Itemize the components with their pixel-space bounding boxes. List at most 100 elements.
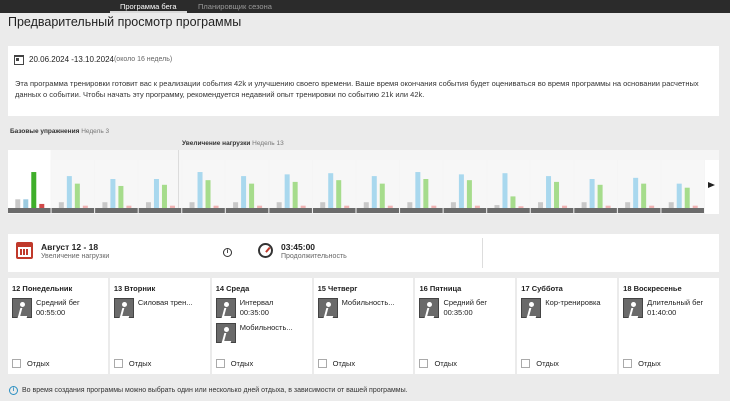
workout-item[interactable]: Силовая трен... <box>113 298 192 318</box>
bar-green <box>31 172 37 208</box>
week-baseline <box>269 208 312 213</box>
workout-name: Средний бег <box>36 298 80 307</box>
runner-icon <box>419 298 440 318</box>
week-group[interactable] <box>312 160 356 208</box>
workout-time: 00:35:00 <box>443 308 473 317</box>
tab-running-program[interactable]: Программа бега <box>110 2 186 13</box>
week-group[interactable] <box>269 160 312 208</box>
bar-gray <box>538 202 544 208</box>
rest-day-option[interactable]: Отдых <box>521 359 559 368</box>
rest-checkbox[interactable] <box>317 359 327 368</box>
bar-pink <box>300 205 306 208</box>
week-group[interactable] <box>487 160 530 208</box>
bar-blue <box>284 174 290 208</box>
rest-checkbox[interactable] <box>12 359 21 368</box>
week-group[interactable] <box>661 160 704 208</box>
bar-pink <box>387 205 393 208</box>
phase-label-base: Базовые упражнения Недель 3 <box>10 128 109 135</box>
bar-pink <box>257 205 263 208</box>
bar-pink <box>126 205 132 208</box>
footer-note-text: Во время создания программы можно выбрат… <box>22 387 408 394</box>
week-group[interactable] <box>530 160 574 208</box>
week-group[interactable] <box>182 160 225 208</box>
workout-item[interactable]: Средний бег 00:55:00 <box>12 298 80 318</box>
runner-icon <box>317 298 338 318</box>
day-column: 13 Вторник Силовая трен... Отдых <box>109 278 210 374</box>
runner-icon <box>623 298 644 318</box>
program-weeks: (около 16 недель) <box>113 56 173 63</box>
summary-duration-label: Продолжительность <box>281 253 347 260</box>
bar-green <box>74 183 80 208</box>
workout-item[interactable]: Длительный бег 01:40:00 <box>623 298 703 318</box>
workout-time: 00:55:00 <box>36 308 66 317</box>
calendar-icon <box>14 54 24 65</box>
week-group[interactable] <box>443 160 487 208</box>
info-icon: i <box>9 386 18 395</box>
bar-pink <box>562 205 568 208</box>
day-title: 14 Среда <box>215 284 250 293</box>
footer-note: i Во время создания программы можно выбр… <box>9 386 408 395</box>
workout-text: Интервал 00:35:00 <box>240 298 274 318</box>
week-group[interactable] <box>95 160 138 208</box>
week-baseline <box>182 208 225 213</box>
bar-blue <box>23 199 29 208</box>
bar-gray <box>407 202 413 208</box>
bar-green <box>205 180 211 208</box>
week-group[interactable] <box>8 150 51 208</box>
workout-item[interactable]: Мобильность... <box>317 298 395 318</box>
rest-label: Отдых <box>638 359 661 368</box>
bar-gray <box>189 202 195 208</box>
week-baseline <box>530 208 574 213</box>
rest-day-option[interactable]: Отдых <box>317 359 355 368</box>
workout-item[interactable]: Интервал 00:35:00 <box>215 298 274 318</box>
chevron-right-icon[interactable] <box>705 160 719 214</box>
rest-day-option[interactable]: Отдых <box>12 359 50 368</box>
workout-item[interactable]: Средний бег 00:35:00 <box>419 298 487 318</box>
day-column: 14 Среда Интервал 00:35:00 Мобильность... От… <box>211 278 312 374</box>
rest-day-option[interactable]: Отдых <box>419 359 457 368</box>
bar-pink <box>605 205 611 208</box>
week-baseline <box>443 208 487 213</box>
week-group[interactable] <box>617 160 661 208</box>
day-column: 18 Воскресенье Длительный бег 01:40:00 Отды… <box>619 278 720 374</box>
rest-day-option[interactable]: Отдых <box>215 359 253 368</box>
program-info-card: 20.06.2024 -13.10.2024 (около 16 недель)… <box>8 46 719 116</box>
rest-day-option[interactable]: Отдых <box>113 359 152 368</box>
tab-season-planner[interactable]: Планировщик сезона <box>198 2 272 11</box>
week-baseline <box>574 208 617 213</box>
week-baseline <box>617 208 661 213</box>
rest-checkbox[interactable] <box>113 359 123 368</box>
week-group[interactable] <box>138 160 182 208</box>
bar-pink <box>692 205 698 208</box>
bar-green <box>118 185 124 208</box>
workout-name: Кор-тренировка <box>545 298 601 307</box>
rest-label: Отдых <box>128 359 152 368</box>
week-group[interactable] <box>574 160 617 208</box>
bar-pink <box>518 206 524 208</box>
rest-checkbox[interactable] <box>215 359 225 368</box>
week-group[interactable] <box>356 160 400 208</box>
week-group[interactable] <box>225 160 269 208</box>
bar-gray <box>276 202 282 208</box>
week-group[interactable] <box>51 160 95 208</box>
date-range: 20.06.2024 -13.10.2024 <box>29 55 114 64</box>
rest-label: Отдых <box>536 359 559 368</box>
workout-item[interactable]: Кор-тренировка <box>521 298 601 318</box>
bar-green <box>336 180 342 208</box>
bar-blue <box>241 176 247 208</box>
week-group[interactable] <box>400 160 443 208</box>
summary-phase: Увеличение нагрузки <box>41 253 110 260</box>
info-icon[interactable]: i <box>223 248 232 257</box>
bar-blue <box>153 179 159 208</box>
workout-text: Средний бег 00:55:00 <box>36 298 80 318</box>
bar-green <box>249 183 255 208</box>
rest-checkbox[interactable] <box>521 359 531 368</box>
bar-blue <box>371 176 377 208</box>
workout-item[interactable]: Мобильность... <box>215 323 293 343</box>
rest-checkbox[interactable] <box>623 359 633 368</box>
rest-checkbox[interactable] <box>419 359 429 368</box>
week-baseline <box>51 208 95 213</box>
workout-text: Средний бег 00:35:00 <box>443 298 487 318</box>
week-bars-svg <box>8 150 704 213</box>
rest-day-option[interactable]: Отдых <box>623 359 661 368</box>
